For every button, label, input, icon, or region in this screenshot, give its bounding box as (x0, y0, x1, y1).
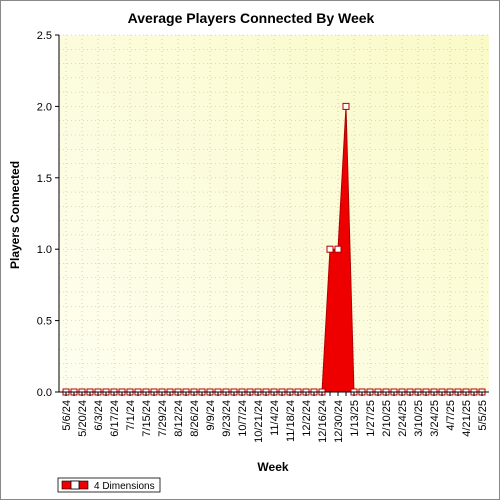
x-tick-label: 5/20/24 (77, 400, 89, 437)
x-tick-label: 4/7/25 (445, 400, 457, 431)
data-point (334, 245, 342, 253)
x-tick-label: 6/17/24 (109, 400, 121, 437)
y-axis-label: Players Connected (8, 161, 22, 269)
x-tick-label: 2/24/25 (397, 400, 409, 437)
x-tick-label: 7/1/24 (125, 400, 137, 431)
y-tick-label: 1.5 (37, 173, 52, 185)
x-tick-label: 7/29/24 (157, 400, 169, 437)
x-tick-label: 1/13/25 (349, 400, 361, 437)
data-point (342, 102, 350, 110)
x-tick-label: 12/16/24 (317, 400, 329, 443)
y-tick-label: 0.0 (37, 387, 52, 399)
x-tick-label: 2/10/25 (381, 400, 393, 437)
x-tick-label: 12/2/24 (301, 400, 313, 437)
x-tick-label: 7/15/24 (141, 400, 153, 437)
data-point (326, 245, 334, 253)
x-tick-label: 11/4/24 (269, 400, 281, 436)
x-tick-label: 1/27/25 (365, 400, 377, 437)
x-tick-label: 3/24/25 (429, 400, 441, 437)
x-tick-label: 6/3/24 (93, 400, 105, 431)
legend-marker (70, 480, 80, 490)
y-tick-label: 1.0 (37, 244, 52, 256)
x-tick-label: 11/18/24 (285, 400, 297, 442)
plot-area (59, 35, 489, 392)
legend: 4 Dimensions (57, 477, 161, 493)
y-tick-label: 2.5 (37, 30, 52, 42)
y-tick-label: 2.0 (37, 101, 52, 113)
x-axis-label: Week (257, 460, 288, 474)
legend-label: 4 Dimensions (94, 481, 155, 492)
y-tick-labels: 0.0 0.5 1.0 1.5 2.0 2.5 (37, 30, 52, 399)
y-tick-label: 0.5 (37, 316, 52, 328)
x-tick-label: 12/30/24 (333, 400, 345, 443)
x-tick-label: 5/5/25 (477, 400, 489, 431)
x-tick-label: 10/21/24 (253, 400, 265, 443)
chart-title: Average Players Connected By Week (128, 10, 375, 26)
x-tick-label: 5/6/24 (61, 400, 73, 431)
x-tick-labels: 5/6/24 5/20/24 6/3/24 6/17/24 7/1/24 7/15/24 7… (61, 400, 489, 443)
x-tick-label: 9/23/24 (221, 400, 233, 437)
x-tick-label: 4/21/25 (461, 400, 473, 437)
x-tick-label: 8/26/24 (189, 400, 201, 437)
x-tick-label: 9/9/24 (205, 400, 217, 431)
axes (55, 34, 489, 396)
x-tick-label: 10/7/24 (237, 400, 249, 437)
x-tick-label: 3/10/25 (413, 400, 425, 437)
x-tick-label: 8/12/24 (173, 400, 185, 437)
